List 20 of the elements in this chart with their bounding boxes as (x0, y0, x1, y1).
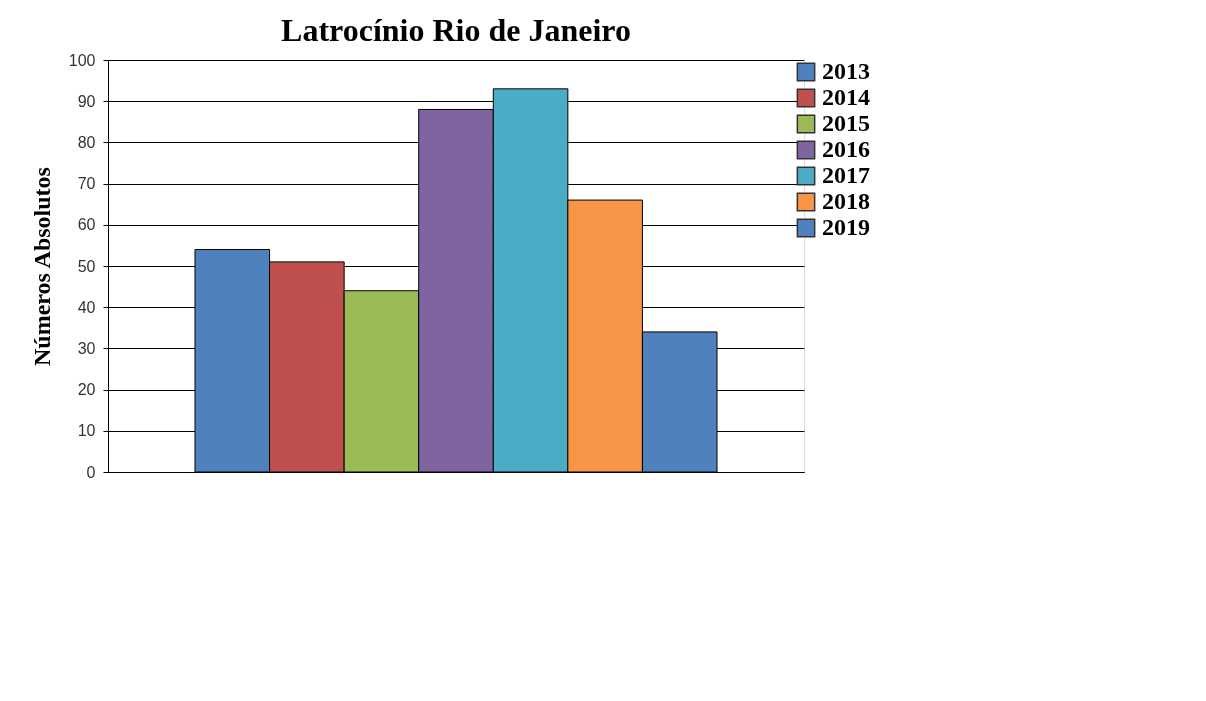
legend-label: 2017 (822, 162, 870, 188)
y-tick-label: 20 (77, 381, 96, 399)
y-tick-label: 100 (68, 51, 96, 69)
y-axis-title: Números Absolutos (28, 167, 55, 366)
y-tick-label: 90 (77, 92, 96, 110)
y-tick-label: 10 (77, 422, 96, 440)
legend-label: 2014 (822, 84, 870, 110)
y-tick-label: 50 (77, 257, 96, 275)
legend-label: 2015 (822, 110, 870, 136)
y-tick-label: 80 (77, 133, 96, 151)
chart-title: Latrocínio Rio de Janeiro (281, 12, 631, 48)
legend-label: 2016 (822, 136, 870, 162)
legend-label: 2018 (822, 188, 870, 214)
y-tick-label: 30 (77, 339, 96, 357)
legend-label: 2019 (822, 214, 870, 240)
y-tick-label: 40 (77, 298, 96, 316)
y-tick-label: 0 (86, 463, 96, 481)
legend-label: 2013 (822, 58, 870, 84)
y-tick-label: 70 (77, 175, 96, 193)
y-tick-label: 60 (77, 216, 96, 234)
